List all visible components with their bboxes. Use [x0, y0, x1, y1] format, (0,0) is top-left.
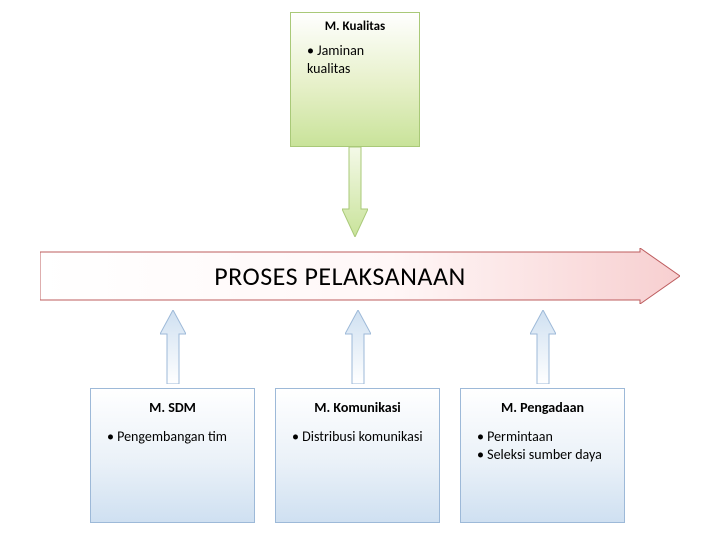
- top-box-body: • Jaminan kualitas: [291, 36, 419, 87]
- arrow-down-icon: [342, 147, 368, 237]
- top-box-kualitas: M. Kualitas • Jaminan kualitas: [290, 12, 420, 147]
- bottom-box-sdm: M. SDM • Pengembangan tim: [90, 388, 255, 523]
- bottom-box-title: M. Komunikasi: [276, 389, 439, 418]
- bottom-box-bullet: • Permintaan: [477, 428, 614, 446]
- bottom-box-komunikasi: M. Komunikasi • Distribusi komunikasi: [275, 388, 440, 523]
- arrow-up-icon: [160, 310, 186, 384]
- top-box-title: M. Kualitas: [291, 13, 419, 36]
- arrow-up-icon: [345, 310, 371, 384]
- bottom-box-pengadaan: M. Pengadaan • Permintaan • Seleksi sumb…: [460, 388, 625, 523]
- bottom-box-bullet: • Distribusi komunikasi: [292, 428, 429, 446]
- bottom-box-body: • Permintaan • Seleksi sumber daya: [461, 418, 624, 473]
- bottom-box-body: • Distribusi komunikasi: [276, 418, 439, 456]
- bottom-box-title: M. Pengadaan: [461, 389, 624, 418]
- bottom-box-title: M. SDM: [91, 389, 254, 418]
- bottom-box-bullet: • Pengembangan tim: [107, 428, 244, 446]
- process-bar: PROSES PELAKSANAAN: [40, 248, 680, 304]
- top-box-bullet: • Jaminan kualitas: [307, 42, 409, 77]
- arrow-up-icon: [530, 310, 556, 384]
- process-bar-label: PROSES PELAKSANAAN: [40, 248, 640, 304]
- bottom-box-bullet: • Seleksi sumber daya: [477, 446, 614, 464]
- bottom-box-body: • Pengembangan tim: [91, 418, 254, 456]
